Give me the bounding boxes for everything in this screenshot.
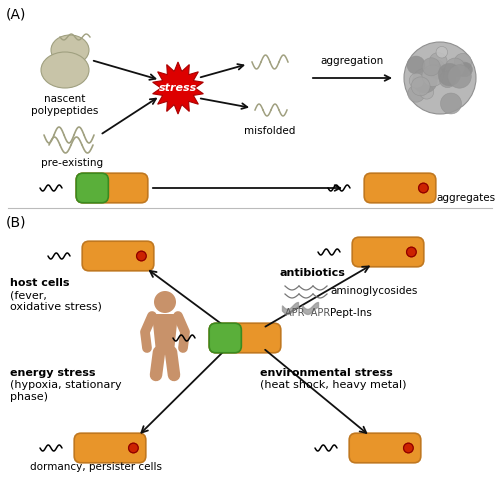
Text: aggregates: aggregates xyxy=(436,193,495,203)
FancyBboxPatch shape xyxy=(352,237,424,267)
Text: aminoglycosides: aminoglycosides xyxy=(330,286,418,296)
Circle shape xyxy=(430,64,445,79)
Circle shape xyxy=(446,58,464,77)
Circle shape xyxy=(406,247,416,257)
Circle shape xyxy=(420,85,434,99)
Circle shape xyxy=(404,42,476,114)
Text: pre-existing: pre-existing xyxy=(41,158,103,168)
Text: (heat shock, heavy metal): (heat shock, heavy metal) xyxy=(260,380,406,390)
Circle shape xyxy=(418,183,428,193)
Text: dormancy, persister cells: dormancy, persister cells xyxy=(30,462,162,472)
Text: Pept-Ins: Pept-Ins xyxy=(330,308,372,318)
Ellipse shape xyxy=(41,52,89,88)
Circle shape xyxy=(439,71,456,88)
FancyBboxPatch shape xyxy=(349,433,421,463)
Text: aggregation: aggregation xyxy=(320,56,384,66)
Circle shape xyxy=(408,85,425,102)
Circle shape xyxy=(454,53,471,71)
FancyBboxPatch shape xyxy=(209,323,281,353)
Circle shape xyxy=(458,62,472,77)
Text: stress: stress xyxy=(159,83,197,93)
FancyBboxPatch shape xyxy=(76,173,148,203)
Circle shape xyxy=(440,93,462,114)
Ellipse shape xyxy=(51,35,89,65)
Circle shape xyxy=(404,443,413,453)
Circle shape xyxy=(411,77,430,96)
Polygon shape xyxy=(152,62,204,114)
Circle shape xyxy=(422,58,440,76)
FancyBboxPatch shape xyxy=(364,173,436,203)
Circle shape xyxy=(407,56,425,74)
FancyBboxPatch shape xyxy=(76,173,108,203)
Circle shape xyxy=(430,60,444,74)
Text: antibiotics: antibiotics xyxy=(280,268,346,278)
Text: (A): (A) xyxy=(6,8,26,22)
Text: nascent
polypeptides: nascent polypeptides xyxy=(32,94,98,116)
Circle shape xyxy=(436,47,448,58)
Circle shape xyxy=(452,60,469,77)
Text: misfolded: misfolded xyxy=(244,126,296,136)
Circle shape xyxy=(128,443,138,453)
Text: (fever,
oxidative stress): (fever, oxidative stress) xyxy=(10,290,102,311)
Text: APR  APR: APR APR xyxy=(285,308,330,318)
Text: (B): (B) xyxy=(6,216,26,230)
Circle shape xyxy=(154,291,176,313)
Text: host cells: host cells xyxy=(10,278,70,288)
Circle shape xyxy=(412,68,437,93)
Polygon shape xyxy=(152,314,178,352)
Circle shape xyxy=(430,52,447,70)
FancyBboxPatch shape xyxy=(82,241,154,271)
Circle shape xyxy=(448,65,471,88)
Circle shape xyxy=(438,63,460,86)
FancyBboxPatch shape xyxy=(209,323,242,353)
FancyBboxPatch shape xyxy=(74,433,146,463)
Text: environmental stress: environmental stress xyxy=(260,368,393,378)
Text: energy stress: energy stress xyxy=(10,368,96,378)
Circle shape xyxy=(422,65,444,87)
Circle shape xyxy=(409,73,424,88)
Circle shape xyxy=(136,251,146,261)
Text: (hypoxia, stationary
phase): (hypoxia, stationary phase) xyxy=(10,380,122,401)
